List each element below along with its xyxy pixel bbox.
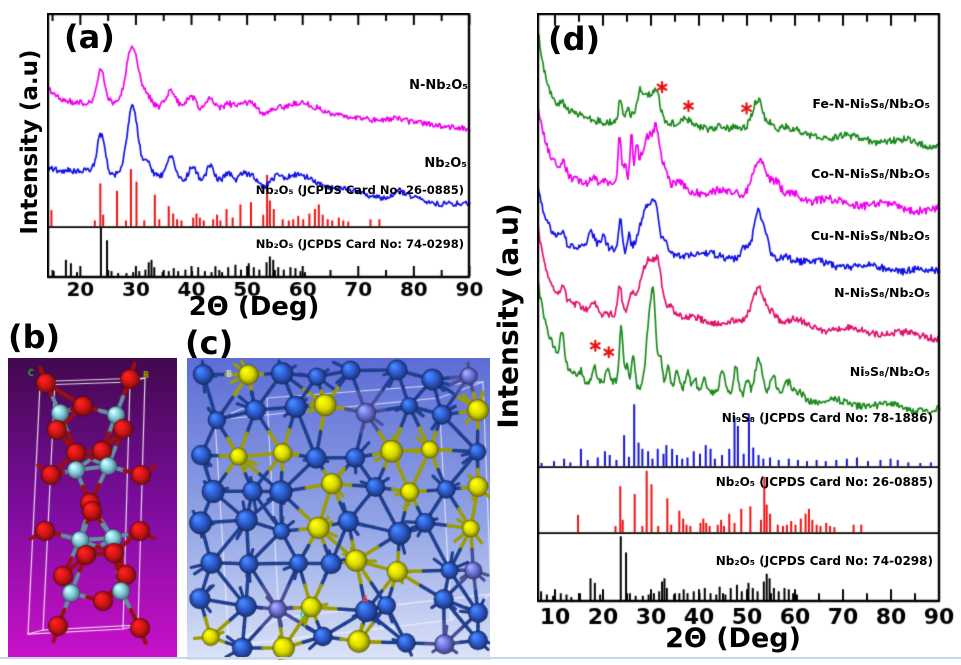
jcpds-label-78-1886-d: Ni₉S₈ (JCPDS Card No: 78-1886) <box>721 411 933 425</box>
crystal-structure-b <box>8 358 177 657</box>
panel-a-x-axis-label: 2Θ (Deg) <box>188 292 320 322</box>
curve-label-n-nb2o5: N-Nb₂O₅ <box>409 78 468 93</box>
panel-d-x-axis-label: 2Θ (Deg) <box>665 623 801 654</box>
curve-label-co-n-ni9s8: Co-N-Ni₉S₈/Nb₂O₅ <box>811 166 930 181</box>
curve-label-cu-n-ni9s8: Cu-N-Ni₉S₈/Nb₂O₅ <box>810 228 930 243</box>
jcpds-label-26-0885-d: Nb₂O₅ (JCPDS Card No: 26-0885) <box>715 475 933 489</box>
panel-a-letter: (a) <box>64 18 115 56</box>
jcpds-label-74-0298-a: Nb₂O₅ (JCPDS Card No: 74-0298) <box>255 237 464 251</box>
curve-label-n-ni9s8: N-Ni₉S₈/Nb₂O₅ <box>834 285 930 300</box>
curve-label-nb2o5: Nb₂O₅ <box>424 156 467 171</box>
xrd-chart-a <box>47 13 484 308</box>
crystal-structure-c <box>187 358 490 660</box>
panel-d-y-axis-label: Intensity (a.u) <box>491 203 525 429</box>
curve-label-ni9s8: Ni₉S₈/Nb₂O₅ <box>849 364 930 379</box>
panel-a-y-axis-label: Intensity (a.u) <box>17 49 43 235</box>
page-divider-line <box>0 657 961 659</box>
jcpds-label-26-0885-a: Nb₂O₅ (JCPDS Card No: 26-0885) <box>255 183 464 197</box>
panel-d-letter: (d) <box>548 20 601 58</box>
xrd-chart-d <box>537 13 954 632</box>
jcpds-label-74-0298-d: Nb₂O₅ (JCPDS Card No: 74-0298) <box>715 554 933 568</box>
panel-c-letter: (c) <box>185 324 234 362</box>
panel-b-letter: (b) <box>8 318 61 356</box>
curve-label-fe-n-ni9s8: Fe-N-Ni₉S₈/Nb₂O₅ <box>812 96 930 111</box>
